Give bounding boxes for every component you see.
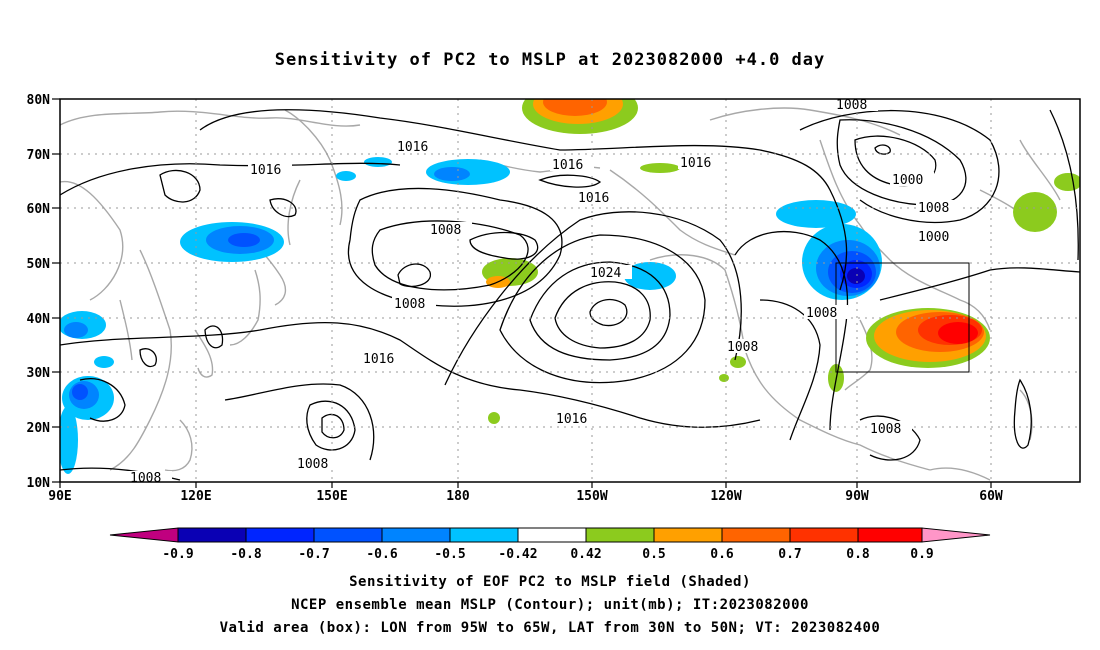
colorbar-label: -0.8 <box>230 547 261 562</box>
contour-label: 1008 <box>727 340 758 355</box>
contour-label: 1016 <box>250 163 281 178</box>
lat-tick-label: 50N <box>27 257 51 272</box>
lon-tick-label: 60W <box>979 489 1003 504</box>
lat-tick-label: 60N <box>27 202 51 217</box>
caption-contour: NCEP ensemble mean MSLP (Contour); unit(… <box>291 597 809 613</box>
colorbar-cell <box>857 527 923 543</box>
contour-label: 1016 <box>552 158 583 173</box>
colorbar-label: 0.5 <box>642 547 665 562</box>
contour-label: 1008 <box>130 471 161 486</box>
lat-tick-label: 70N <box>27 148 51 163</box>
colorbar-cell <box>517 527 587 543</box>
contour-label-group: 1016 1016 1016 1016 1016 1016 1016 1008 … <box>128 98 960 486</box>
contour-label: 1000 <box>918 230 949 245</box>
contour-label: 1016 <box>556 412 587 427</box>
colorbar-label: 0.6 <box>710 547 734 562</box>
caption-shading: Sensitivity of EOF PC2 to MSLP field (Sh… <box>349 574 751 590</box>
lon-tick-label: 180 <box>446 489 470 504</box>
colorbar-label: -0.9 <box>162 547 193 562</box>
longitude-labels: 90E 120E 150E 180 150W 120W 90W 60W <box>48 489 1003 504</box>
lon-tick-label: 150E <box>316 489 347 504</box>
contour-label: 1008 <box>394 297 425 312</box>
colorbar-cell <box>381 527 451 543</box>
lat-tick-label: 40N <box>27 312 51 327</box>
colorbar-label: 0.9 <box>910 547 933 562</box>
colorbar: -0.9 -0.8 -0.7 -0.6 -0.5 -0.42 0.42 0.5 … <box>109 527 991 562</box>
contour-label: 1008 <box>918 201 949 216</box>
colorbar-cell <box>585 527 655 543</box>
lat-tick-label: 80N <box>27 93 51 108</box>
contour-label: 1008 <box>870 422 901 437</box>
contour-label: 1000 <box>892 173 923 188</box>
colorbar-label: -0.5 <box>434 547 465 562</box>
colorbar-cell <box>653 527 723 543</box>
colorbar-label: -0.6 <box>366 547 397 562</box>
lon-tick-label: 120W <box>710 489 741 504</box>
colorbar-cell <box>313 527 383 543</box>
contour-label: 1008 <box>430 223 461 238</box>
colorbar-cell <box>721 527 791 543</box>
lon-tick-label: 150W <box>576 489 607 504</box>
colorbar-labels: -0.9 -0.8 -0.7 -0.6 -0.5 -0.42 0.42 0.5 … <box>162 547 933 562</box>
colorbar-label: -0.7 <box>298 547 329 562</box>
page-title: Sensitivity of PC2 to MSLP at 2023082000… <box>274 50 826 70</box>
map-border <box>59 98 1081 483</box>
contour-label: 1008 <box>297 457 328 472</box>
caption-valid-area: Valid area (box): LON from 95W to 65W, L… <box>219 620 881 636</box>
colorbar-label: -0.42 <box>498 547 537 562</box>
colorbar-cell <box>789 527 859 543</box>
lat-tick-label: 10N <box>27 476 51 491</box>
sensitivity-shading <box>60 99 1080 474</box>
lat-tick-label: 20N <box>27 421 51 436</box>
contour-label: 1008 <box>806 306 837 321</box>
colorbar-cell <box>245 527 315 543</box>
colorbar-cell <box>177 527 247 543</box>
lon-tick-label: 90W <box>845 489 869 504</box>
contour-label: 1016 <box>363 352 394 367</box>
axis-ticks <box>52 98 992 488</box>
colorbar-max-arrow <box>921 527 991 543</box>
contour-label: 1024 <box>590 266 621 281</box>
colorbar-cells <box>177 527 923 543</box>
contour-label: 1016 <box>680 156 711 171</box>
contour-label: 1016 <box>578 191 609 206</box>
colorbar-label: 0.8 <box>846 547 870 562</box>
contour-label: 1008 <box>836 98 867 113</box>
lat-tick-label: 30N <box>27 366 51 381</box>
contour-label: 1016 <box>397 140 428 155</box>
colorbar-label: 0.7 <box>778 547 801 562</box>
colorbar-label: 0.42 <box>570 547 601 562</box>
colorbar-cell <box>449 527 519 543</box>
lon-tick-label: 90E <box>48 489 71 504</box>
colorbar-min-arrow <box>109 527 179 543</box>
latitude-labels: 80N 70N 60N 50N 40N 30N 20N 10N <box>27 93 51 491</box>
lon-tick-label: 120E <box>180 489 211 504</box>
